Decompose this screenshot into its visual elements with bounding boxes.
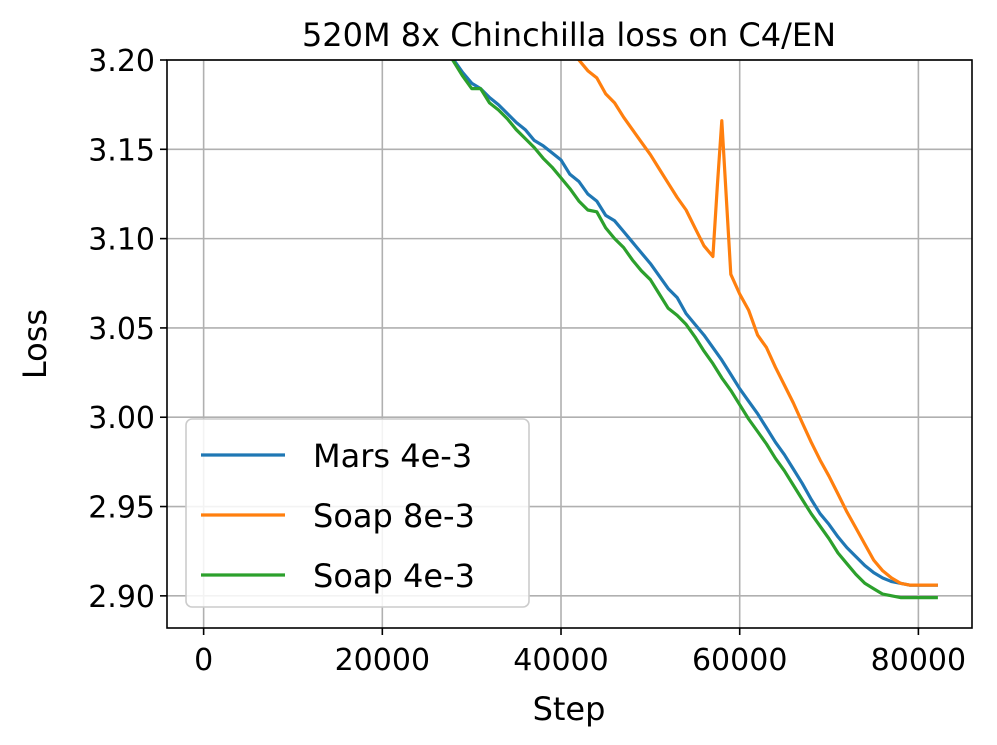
plot-frame	[166, 59, 973, 629]
series-line-soap-4e-3	[450, 60, 938, 600]
x-tick-label: 80000	[871, 643, 966, 678]
legend-label-mars-4e-3: Mars 4e-3	[313, 437, 472, 475]
x-axis-label: Step	[533, 690, 606, 728]
y-tick-label: 3.20	[88, 44, 155, 79]
legend: Mars 4e-3 Soap 8e-3 Soap 4e-3	[185, 418, 530, 608]
y-tick-label: 2.95	[88, 491, 155, 526]
legend-label-soap-4e-3: Soap 4e-3	[313, 557, 475, 595]
x-tick-label: 40000	[513, 643, 608, 678]
y-tick-label: 3.10	[88, 223, 155, 258]
chart-title: 520M 8x Chinchilla loss on C4/EN	[302, 16, 836, 54]
series-line-mars-4e-3	[451, 60, 938, 587]
x-tick-label: 0	[194, 643, 213, 678]
series-line-soap-8e-3	[577, 60, 938, 587]
y-tick-label: 2.90	[88, 580, 155, 615]
series-lines	[450, 60, 938, 600]
grid	[167, 59, 972, 628]
y-tick-label: 3.05	[88, 312, 155, 347]
y-axis-label: Loss	[16, 309, 54, 379]
legend-box	[185, 418, 530, 608]
axis-ticks: 0 20000 40000 60000 80000 2.90 2.95 3.00 3.05 3.1…	[88, 44, 966, 678]
y-tick-label: 3.15	[88, 133, 155, 168]
y-tick-label: 3.00	[88, 401, 155, 436]
x-tick-label: 20000	[335, 643, 430, 678]
legend-label-soap-8e-3: Soap 8e-3	[313, 497, 475, 535]
x-tick-label: 60000	[692, 643, 787, 678]
